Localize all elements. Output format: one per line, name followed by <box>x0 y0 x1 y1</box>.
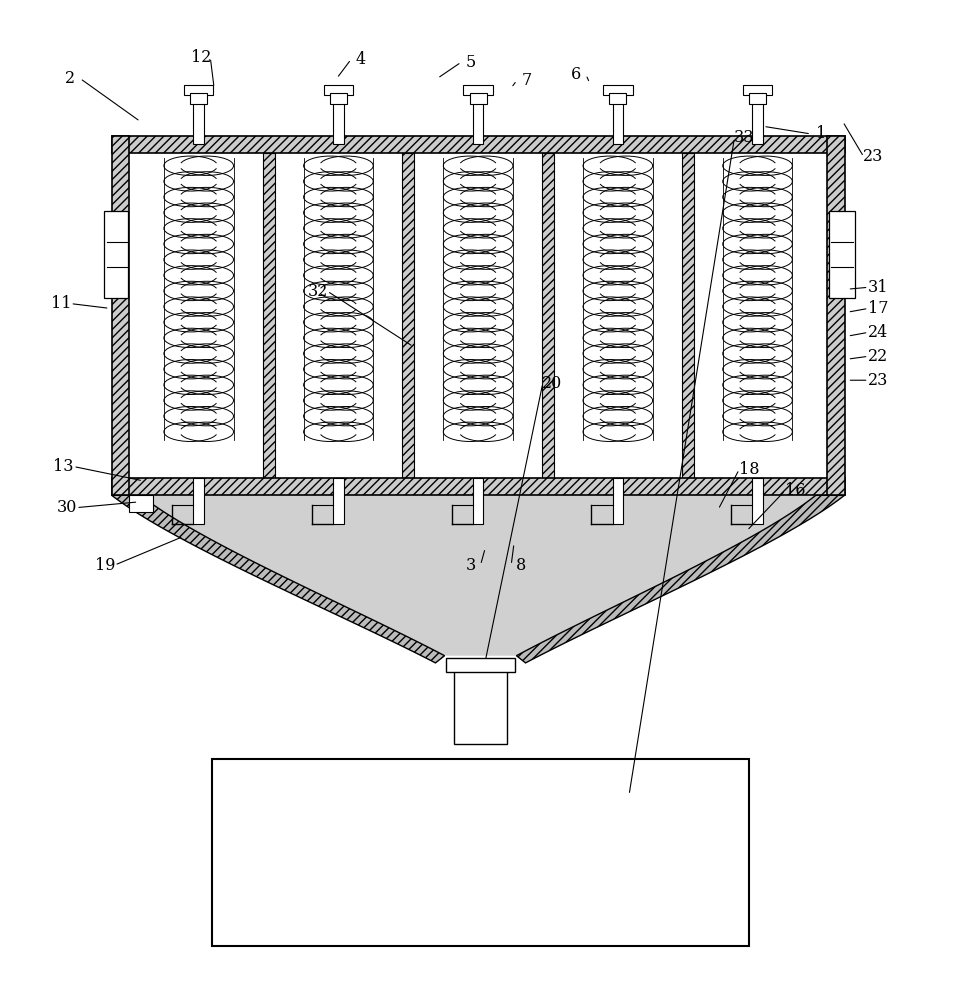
Bar <box>324 85 353 95</box>
Bar <box>105 211 129 298</box>
Text: 32: 32 <box>308 283 328 300</box>
Text: 5: 5 <box>466 54 476 71</box>
Bar <box>212 759 749 946</box>
Text: 19: 19 <box>94 557 115 574</box>
Bar <box>473 478 483 524</box>
Text: 7: 7 <box>522 72 531 89</box>
Text: 18: 18 <box>739 461 759 478</box>
Bar <box>446 658 515 672</box>
Bar <box>330 93 347 104</box>
Bar <box>111 136 845 153</box>
Text: 16: 16 <box>784 482 805 499</box>
Text: 12: 12 <box>190 49 210 66</box>
Text: 2: 2 <box>65 70 76 87</box>
Bar <box>612 90 623 144</box>
Bar <box>111 136 129 495</box>
Polygon shape <box>516 495 845 663</box>
Text: 31: 31 <box>868 279 888 296</box>
Bar <box>333 90 344 144</box>
Bar <box>681 153 694 478</box>
Bar <box>743 85 773 95</box>
Bar <box>752 90 763 144</box>
Bar <box>111 478 845 495</box>
Bar <box>752 478 763 524</box>
Text: 11: 11 <box>51 295 71 312</box>
Bar <box>473 90 483 144</box>
Bar <box>604 85 632 95</box>
Text: 22: 22 <box>868 348 888 365</box>
Text: 33: 33 <box>734 129 754 146</box>
Text: 20: 20 <box>542 375 562 392</box>
Text: 24: 24 <box>868 324 888 341</box>
Bar <box>262 153 275 478</box>
Bar <box>190 93 208 104</box>
Text: 8: 8 <box>516 557 526 574</box>
Text: 23: 23 <box>863 148 883 165</box>
Bar <box>827 136 845 495</box>
Bar <box>612 478 623 524</box>
Text: 30: 30 <box>57 499 77 516</box>
Text: 3: 3 <box>466 557 476 574</box>
Bar <box>129 495 153 512</box>
Bar <box>749 93 766 104</box>
Bar <box>193 90 204 144</box>
Bar <box>184 85 213 95</box>
Polygon shape <box>111 495 445 663</box>
Bar <box>542 153 554 478</box>
Bar <box>193 478 204 524</box>
Bar <box>333 478 344 524</box>
Text: 13: 13 <box>54 458 74 475</box>
Bar <box>470 93 486 104</box>
Text: 23: 23 <box>868 372 888 389</box>
Text: 6: 6 <box>571 66 581 83</box>
Text: 4: 4 <box>356 51 366 68</box>
Text: 1: 1 <box>816 125 825 142</box>
Bar <box>455 663 506 744</box>
Bar <box>403 153 414 478</box>
Bar <box>609 93 627 104</box>
Polygon shape <box>140 495 816 656</box>
Bar <box>463 85 493 95</box>
Bar <box>828 211 855 298</box>
Text: 17: 17 <box>868 300 888 317</box>
Bar <box>129 153 827 478</box>
